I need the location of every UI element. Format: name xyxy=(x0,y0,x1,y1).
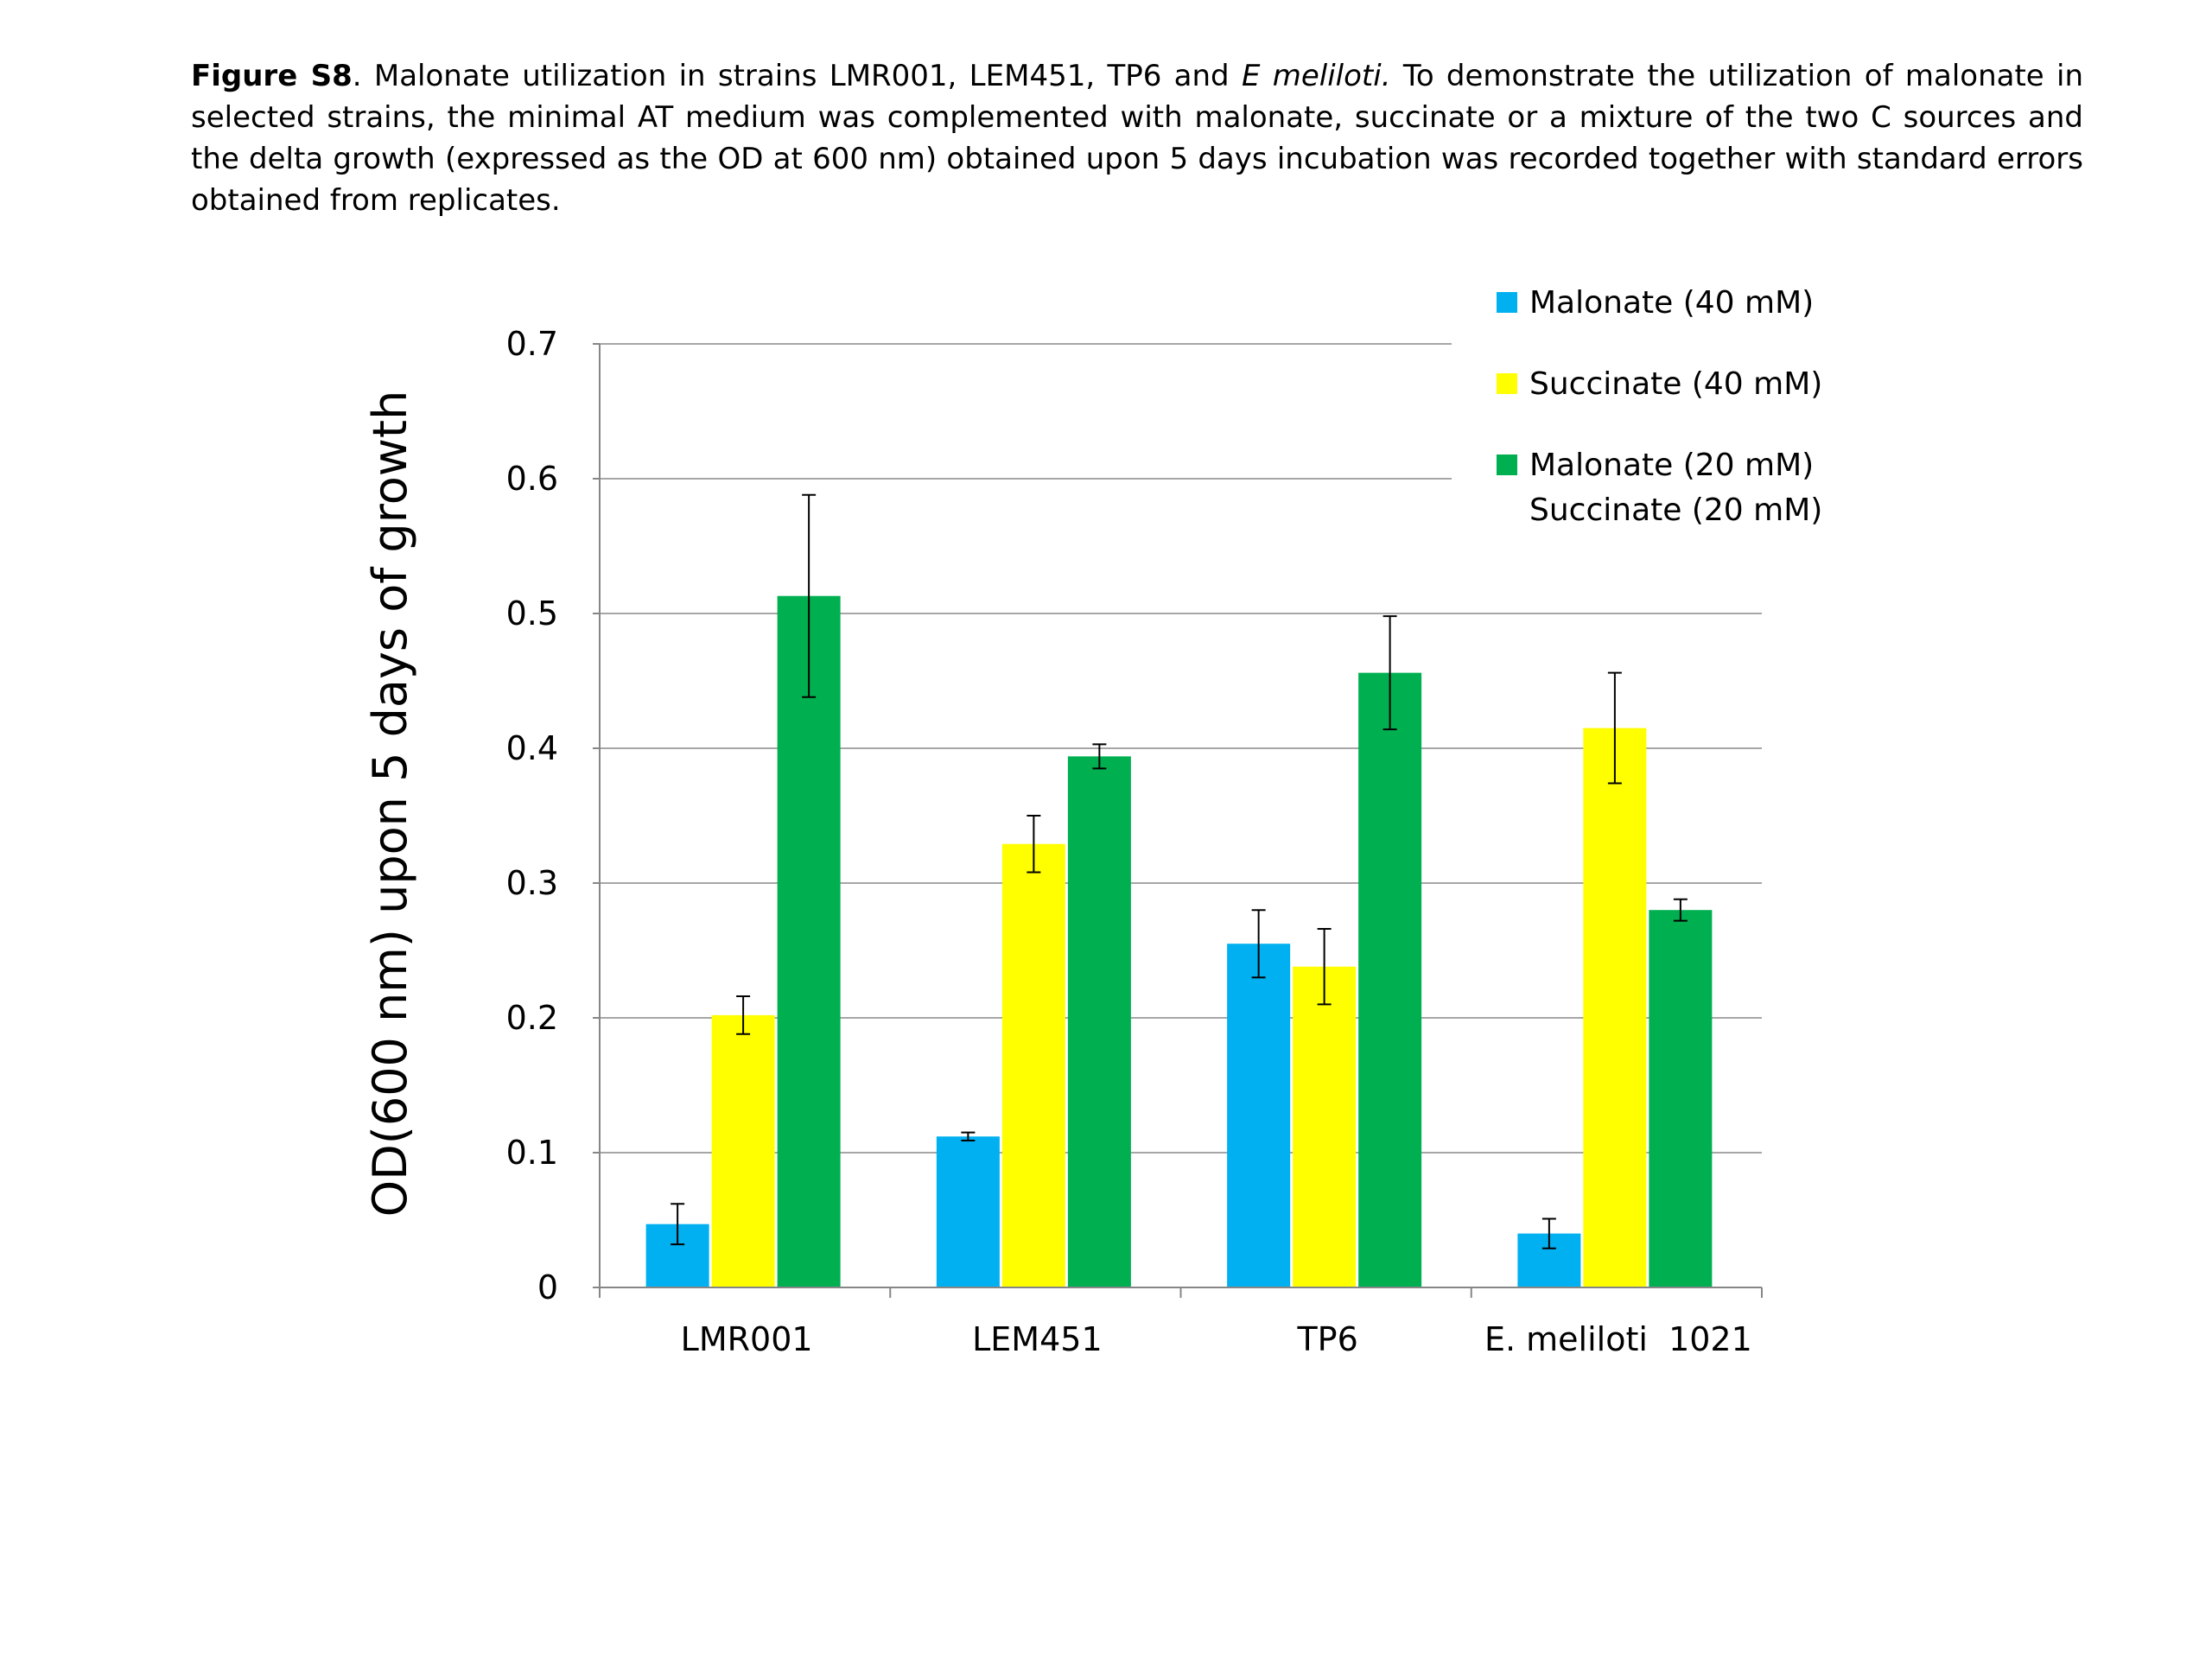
legend-swatch xyxy=(1497,292,1517,313)
figure-caption: Figure S8. Malonate utilization in strai… xyxy=(191,55,2083,221)
y-tick-label: 0.2 xyxy=(506,999,558,1037)
bar xyxy=(711,1014,775,1287)
bars-group xyxy=(645,493,1713,1287)
y-tick-label: 0.5 xyxy=(506,594,558,632)
y-tick-label: 0.7 xyxy=(506,325,558,363)
legend-label: Malonate (20 mM) xyxy=(1529,448,1814,483)
bar xyxy=(1067,756,1131,1287)
legend-label-line2: Succinate (20 mM) xyxy=(1529,493,1822,528)
legend-swatch xyxy=(1497,454,1517,475)
bar xyxy=(1001,843,1065,1287)
x-tick-label: LMR001 xyxy=(681,1320,813,1358)
caption-text-1: . Malonate utilization in strains LMR001… xyxy=(352,59,1242,93)
axes-group: 0 0.1 0.2 0.3 0.4 0.5 0.6 0.7 LMR001 LEM451 TP6 E. … xyxy=(506,325,1763,1358)
bar xyxy=(936,1136,1000,1287)
bar xyxy=(1649,910,1713,1287)
x-tick-label: E. meliloti 1021 xyxy=(1484,1320,1752,1358)
y-tick-label: 0 xyxy=(537,1268,558,1306)
y-axis-label: OD(600 nm) upon 5 days of growth xyxy=(363,391,417,1217)
bar xyxy=(777,595,841,1287)
x-tick-label: LEM451 xyxy=(972,1320,1103,1358)
x-tick-label: TP6 xyxy=(1296,1320,1357,1358)
legend-label: Malonate (40 mM) xyxy=(1529,285,1814,321)
caption-text-2: To demonstrate the utilization of malona… xyxy=(191,59,2084,218)
y-tick-label: 0.1 xyxy=(506,1134,558,1172)
y-tick-label: 0.3 xyxy=(506,864,558,902)
bar xyxy=(1583,728,1647,1287)
bar xyxy=(1358,672,1422,1287)
legend-swatch xyxy=(1497,373,1517,394)
y-tick-label: 0.4 xyxy=(506,729,558,767)
legend: Malonate (40 mM) Succinate (40 mM) Malonat… xyxy=(1497,285,1822,528)
caption-italic: E meliloti. xyxy=(1241,59,1391,93)
bar xyxy=(1293,966,1357,1287)
caption-label: Figure S8 xyxy=(191,59,353,93)
y-tick-label: 0.6 xyxy=(506,460,558,498)
legend-label: Succinate (40 mM) xyxy=(1529,366,1822,402)
bar xyxy=(1227,944,1291,1287)
